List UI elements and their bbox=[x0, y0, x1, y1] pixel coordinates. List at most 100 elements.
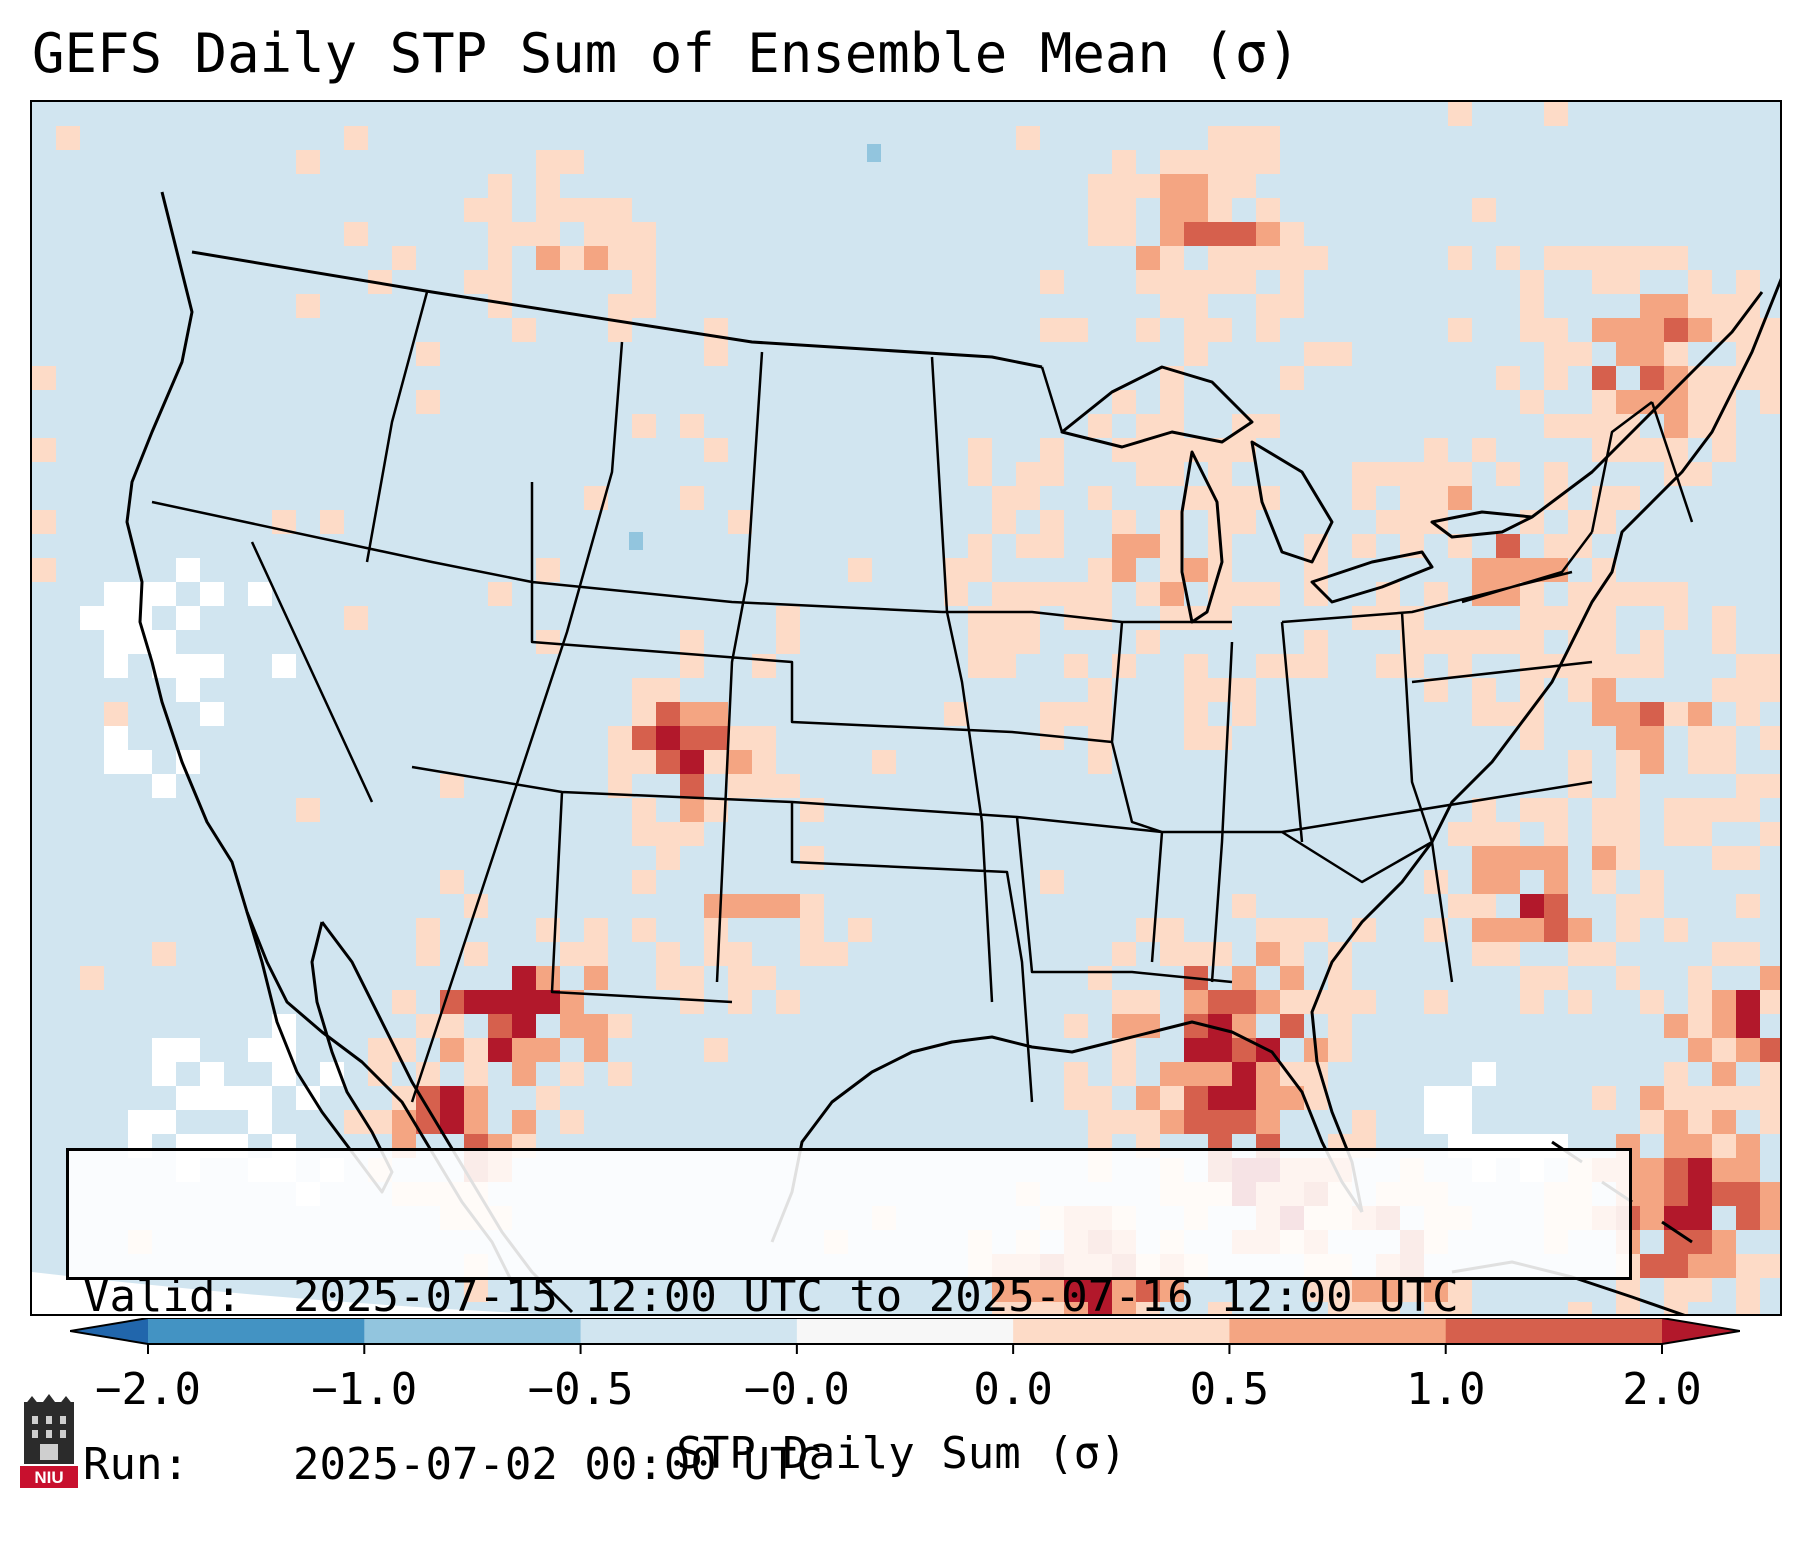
stp-cell bbox=[632, 870, 656, 894]
stp-cell bbox=[344, 606, 368, 630]
stp-cell bbox=[536, 966, 560, 990]
stp-cell bbox=[680, 750, 704, 774]
stp-cell bbox=[248, 1086, 272, 1110]
stp-cell bbox=[296, 294, 320, 318]
stp-cell bbox=[1520, 270, 1544, 294]
stp-cell bbox=[1472, 846, 1496, 870]
stp-cell bbox=[1040, 1302, 1064, 1314]
stp-cell bbox=[1616, 438, 1640, 462]
stp-cell bbox=[1496, 558, 1520, 582]
stp-cell bbox=[1400, 486, 1424, 510]
stp-cell bbox=[1184, 174, 1208, 198]
stp-cell bbox=[1616, 270, 1640, 294]
colorbar-tick-label: 0.0 bbox=[973, 1364, 1053, 1415]
stp-cell bbox=[128, 1110, 152, 1134]
stp-cell bbox=[1472, 558, 1496, 582]
stp-cell bbox=[1064, 1062, 1088, 1086]
stp-cell bbox=[1016, 582, 1040, 606]
stp-cell bbox=[1448, 462, 1472, 486]
niu-logo: NIU bbox=[20, 1394, 78, 1488]
stp-cell bbox=[1232, 222, 1256, 246]
stp-cell bbox=[1208, 174, 1232, 198]
stp-cell bbox=[1712, 1158, 1736, 1182]
stp-cell bbox=[536, 222, 560, 246]
stp-cell bbox=[680, 414, 704, 438]
stp-cell bbox=[1592, 630, 1616, 654]
stp-cell bbox=[1088, 750, 1112, 774]
stp-cell bbox=[1592, 798, 1616, 822]
stp-cell bbox=[1520, 294, 1544, 318]
stp-cell bbox=[1688, 702, 1712, 726]
stp-cell bbox=[1232, 1086, 1256, 1110]
stp-cell bbox=[1736, 270, 1760, 294]
stp-cell bbox=[560, 150, 584, 174]
stp-cell bbox=[1280, 918, 1304, 942]
stp-cell bbox=[1712, 366, 1736, 390]
stp-cell bbox=[1592, 942, 1616, 966]
stp-cell bbox=[1016, 630, 1040, 654]
stp-cell bbox=[1616, 654, 1640, 678]
stp-cell bbox=[632, 678, 656, 702]
stp-cell bbox=[1136, 630, 1160, 654]
stp-cell bbox=[536, 246, 560, 270]
stp-cell bbox=[1616, 246, 1640, 270]
stp-cell bbox=[1592, 318, 1616, 342]
colorbar-tick-label: 1.0 bbox=[1405, 1364, 1486, 1415]
stp-cell bbox=[200, 582, 224, 606]
stp-cell bbox=[1328, 1038, 1352, 1062]
stp-cell bbox=[1328, 1014, 1352, 1038]
stp-cell bbox=[1256, 126, 1280, 150]
stp-cell bbox=[1640, 630, 1664, 654]
stp-cell bbox=[752, 654, 776, 678]
stp-cell bbox=[1496, 630, 1520, 654]
east-coastline bbox=[1310, 277, 1780, 1213]
stp-cell bbox=[1448, 630, 1472, 654]
colorbar-under-arrow bbox=[70, 1318, 148, 1344]
stp-cell bbox=[608, 246, 632, 270]
stp-cell-negative bbox=[629, 532, 643, 550]
stp-cell bbox=[560, 942, 584, 966]
stp-cell bbox=[1688, 726, 1712, 750]
stp-cell bbox=[1136, 246, 1160, 270]
stp-cell bbox=[1592, 486, 1616, 510]
stp-cell-negative bbox=[867, 144, 881, 162]
stp-cell bbox=[1184, 198, 1208, 222]
stp-cell bbox=[992, 1278, 1016, 1302]
stp-cell bbox=[1592, 678, 1616, 702]
stp-cell bbox=[1664, 1158, 1688, 1182]
stp-cell bbox=[1088, 174, 1112, 198]
stp-cell bbox=[1688, 1158, 1712, 1182]
stp-cell bbox=[968, 462, 992, 486]
domain-edge bbox=[32, 1272, 539, 1314]
stp-cell bbox=[1016, 534, 1040, 558]
stp-cell bbox=[1712, 1110, 1736, 1134]
stp-cell bbox=[1208, 318, 1232, 342]
stp-cell bbox=[1712, 798, 1736, 822]
stp-cell bbox=[1544, 966, 1568, 990]
stp-cell bbox=[992, 486, 1016, 510]
stp-cell bbox=[392, 1110, 416, 1134]
stp-cell bbox=[248, 582, 272, 606]
stp-cell bbox=[1568, 414, 1592, 438]
stp-cell bbox=[560, 1014, 584, 1038]
stp-cell bbox=[800, 846, 824, 870]
stp-cell bbox=[1616, 726, 1640, 750]
stp-cell bbox=[1184, 726, 1208, 750]
stp-cell bbox=[800, 942, 824, 966]
stp-cell bbox=[1136, 582, 1160, 606]
stp-cell bbox=[1760, 1062, 1780, 1086]
stp-cell bbox=[1568, 942, 1592, 966]
stp-cell bbox=[1424, 630, 1448, 654]
stp-cell bbox=[608, 1014, 632, 1038]
stp-cell bbox=[1184, 1110, 1208, 1134]
stp-cell bbox=[1376, 606, 1400, 630]
stp-cell bbox=[32, 438, 56, 462]
stp-cell bbox=[608, 198, 632, 222]
stp-cell bbox=[1688, 1134, 1712, 1158]
stp-cell bbox=[1736, 846, 1760, 870]
gulf-coastline bbox=[770, 1020, 1364, 1243]
stp-cell bbox=[632, 726, 656, 750]
stp-cell bbox=[1232, 966, 1256, 990]
stp-cell bbox=[728, 750, 752, 774]
stp-cell bbox=[704, 894, 728, 918]
